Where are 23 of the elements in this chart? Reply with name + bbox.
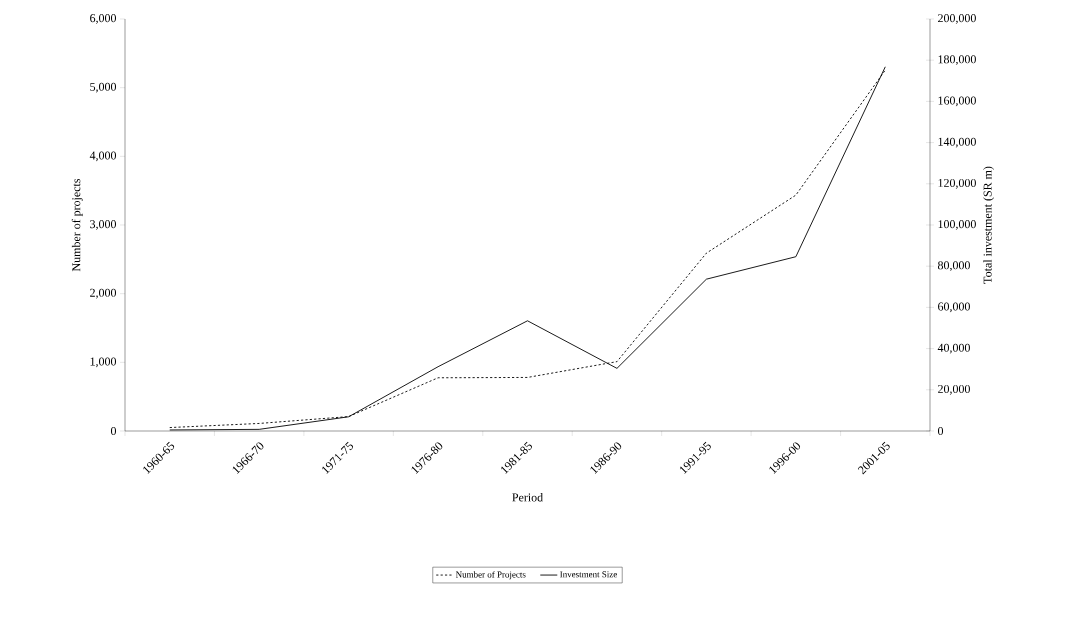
- y2-tick-label: 120,000: [938, 178, 976, 189]
- legend-label: Number of Projects: [455, 571, 526, 580]
- y2-tick-label: 20,000: [938, 384, 970, 395]
- y-tick-label: 4,000: [89, 151, 117, 162]
- y2-tick-label: 100,000: [938, 220, 976, 230]
- y2-tick-label: 140,000: [938, 137, 976, 148]
- y2-axis-title: Total investment (SR m): [983, 166, 995, 284]
- x-axis-title: Period: [512, 493, 543, 502]
- y2-tick-label: 180,000: [938, 55, 976, 66]
- y-tick-label: 1,000: [90, 357, 117, 368]
- y-tick-label: 5,000: [90, 82, 117, 93]
- y2-tick-label: 0: [937, 426, 944, 436]
- y2-tick-label: 60,000: [938, 302, 970, 313]
- y-tick-label: 3,000: [90, 220, 117, 230]
- y-axis-title: Number of projects: [71, 178, 83, 272]
- y2-tick-label: 200,000: [938, 14, 976, 24]
- legend-label: Investment Size: [560, 571, 617, 578]
- y2-tick-label: 40,000: [937, 343, 970, 354]
- y-tick-label: 0: [110, 426, 117, 436]
- y-tick-label: 6,000: [90, 14, 117, 24]
- y2-tick-label: 160,000: [938, 96, 976, 107]
- y-tick-label: 2,000: [90, 288, 117, 299]
- y2-tick-label: 80,000: [937, 261, 970, 272]
